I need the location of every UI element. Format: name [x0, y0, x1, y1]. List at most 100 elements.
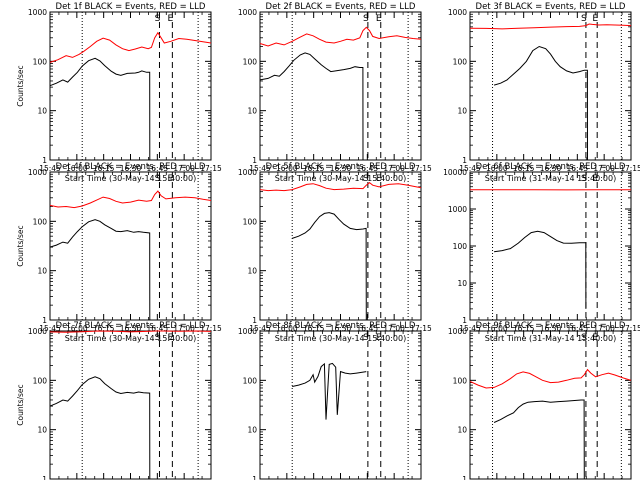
y-tick-label: 100	[33, 57, 48, 66]
y-tick-label: 1000	[448, 327, 467, 336]
chart-title: Det 5f BLACK = Events, RED = LLD	[266, 162, 416, 172]
y-tick-label: 10	[37, 107, 47, 116]
x-axis-label: Start Time (30-May-14 15:40:00)	[275, 334, 406, 343]
y-tick-label: 1000	[448, 205, 467, 214]
series-line-2	[493, 399, 585, 480]
chart-panel-6: Det 6f BLACK = Events, RED = LLD 1 10 100 10…	[443, 162, 640, 343]
y-tick-label: 100	[33, 217, 48, 226]
chart-panel-7: Det 7f BLACK = Events, RED = LLD 1 10 100 10…	[16, 321, 212, 480]
marker-label: S	[363, 333, 369, 343]
y-tick-label: 1	[42, 316, 47, 325]
x-axis-label: Start Time (30-May-14 15:40:00)	[65, 334, 196, 343]
y-tick-label: 1000	[28, 327, 47, 336]
plot-frame	[259, 11, 422, 161]
x-tick-label: 17:00	[593, 324, 615, 333]
y-tick-label: 10	[457, 426, 467, 435]
chart-panel-4: Det 4f BLACK = Events, RED = LLD 1 10 100 10…	[16, 162, 222, 343]
x-tick-label: 15:45	[459, 324, 481, 333]
y-tick-label: 10	[37, 267, 47, 276]
chart-title: Det 9f BLACK = Events, RED = LLD	[476, 321, 626, 331]
x-tick-label: 15:45	[459, 164, 481, 173]
y-tick-label: 10	[247, 426, 257, 435]
plot-frame	[469, 171, 632, 321]
x-tick-label: 15:45	[249, 324, 271, 333]
x-tick-label: 16:30	[330, 164, 352, 173]
series-line-1	[469, 368, 632, 389]
marker-label: E	[376, 333, 382, 343]
x-tick-label: 16:45	[357, 164, 379, 173]
marker-label: E	[376, 174, 382, 184]
series-line-1	[259, 181, 422, 192]
x-tick-label: 17:00	[593, 164, 615, 173]
y-tick-label: 10	[37, 426, 47, 435]
x-tick-label: 16:30	[330, 324, 352, 333]
x-tick-label: 17:15	[200, 324, 222, 333]
x-tick-label: 16:45	[567, 164, 589, 173]
series-line-2	[494, 230, 587, 309]
chart-title: Det 1f BLACK = Events, RED = LLD	[56, 2, 206, 12]
plot-frame	[259, 330, 422, 480]
y-tick-label: 10	[457, 279, 467, 288]
series-line-1	[49, 190, 212, 209]
marker-label: E	[592, 174, 598, 184]
x-tick-label: 16:15	[513, 164, 535, 173]
y-tick-label: 1	[252, 475, 257, 480]
y-tick-label: 1000	[28, 8, 47, 17]
marker-label: S	[581, 333, 587, 343]
series-line-2	[259, 52, 364, 161]
x-tick-label: 17:15	[620, 164, 640, 173]
plot-frame	[49, 171, 212, 321]
x-tick-label: 16:15	[513, 324, 535, 333]
series-line-2	[49, 57, 151, 161]
y-tick-label: 100	[453, 242, 468, 251]
x-tick-label: 16:45	[147, 324, 169, 333]
y-tick-label: 100	[453, 376, 468, 385]
chart-title: Det 7f BLACK = Events, RED = LLD	[56, 321, 206, 331]
x-tick-label: 16:15	[303, 324, 325, 333]
chart-panel-2: Det 2f BLACK = Events, RED = LLD 1 10 100 10…	[238, 2, 432, 183]
marker-label: E	[376, 14, 382, 24]
x-tick-label: 16:00	[66, 324, 88, 333]
y-axis-label: Counts/sec	[16, 65, 25, 106]
y-tick-label: 100	[453, 57, 468, 66]
y-tick-label: 100	[33, 376, 48, 385]
x-axis-label: Start Time (30-May-14 15:40:00)	[275, 174, 406, 183]
y-tick-label: 10	[247, 267, 257, 276]
x-tick-label: 17:00	[173, 164, 195, 173]
marker-label: S	[581, 174, 587, 184]
x-tick-label: 16:00	[276, 164, 298, 173]
y-tick-label: 10	[457, 107, 467, 116]
marker-label: S	[155, 174, 161, 184]
marker-label: S	[155, 333, 161, 343]
x-tick-label: 16:00	[486, 164, 508, 173]
x-tick-label: 15:45	[39, 164, 61, 173]
marker-label: S	[363, 14, 369, 24]
series-line-1	[292, 362, 367, 420]
x-tick-label: 15:45	[249, 164, 271, 173]
chart-panel-8: Det 8f BLACK = Events, RED = LLD 1 10 100 10…	[238, 321, 422, 480]
marker-label: E	[592, 14, 598, 24]
series-line-1	[49, 31, 212, 63]
x-tick-label: 17:00	[383, 324, 405, 333]
chart-panel-1: Det 1f BLACK = Events, RED = LLD 1 10 100 10…	[16, 2, 222, 183]
x-tick-label: 16:45	[147, 164, 169, 173]
marker-label: S	[581, 14, 587, 24]
y-tick-label: 100	[243, 57, 258, 66]
y-tick-label: 1000	[238, 327, 257, 336]
marker-label: S	[155, 14, 161, 24]
y-tick-label: 100	[243, 217, 258, 226]
chart-title: Det 2f BLACK = Events, RED = LLD	[266, 2, 416, 12]
x-tick-label: 16:45	[357, 324, 379, 333]
series-line-1	[49, 330, 212, 333]
x-tick-label: 16:15	[303, 164, 325, 173]
chart-panel-3: Det 3f BLACK = Events, RED = LLD 1 10 100 10…	[448, 2, 640, 183]
y-tick-label: 10	[247, 107, 257, 116]
chart-panel-5: Det 5f BLACK = Events, RED = LLD 1 10 100 10…	[238, 162, 432, 343]
x-tick-label: 16:00	[66, 164, 88, 173]
plot-frame	[469, 11, 632, 161]
x-tick-label: 16:00	[486, 324, 508, 333]
chart-title: Det 3f BLACK = Events, RED = LLD	[476, 2, 626, 12]
chart-title: Det 8f BLACK = Events, RED = LLD	[266, 321, 416, 331]
y-tick-label: 1000	[28, 168, 47, 177]
